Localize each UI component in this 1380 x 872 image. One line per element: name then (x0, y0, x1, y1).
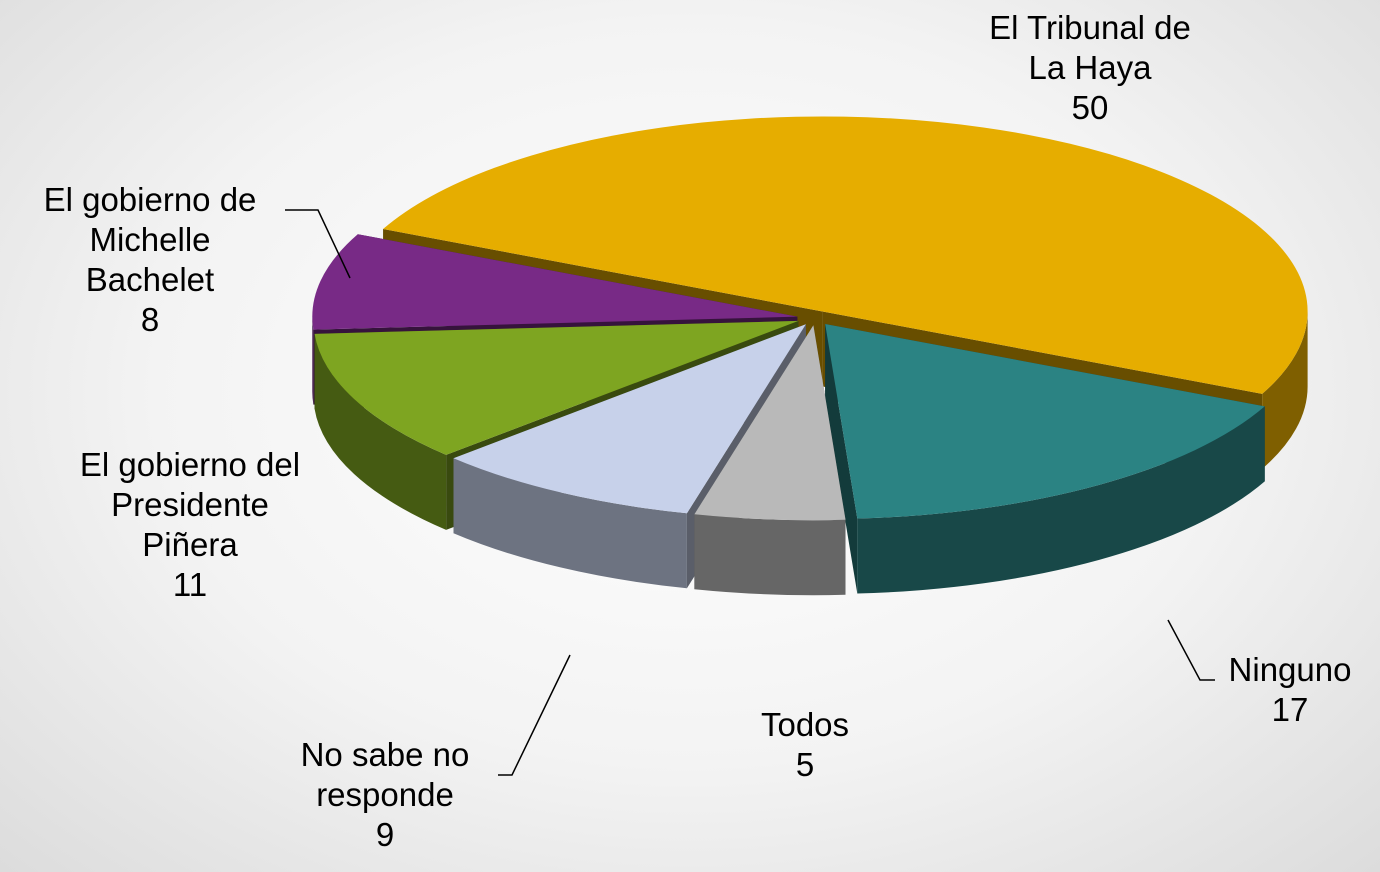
value-label: 8 (140, 301, 160, 338)
data-label: No sabe no responde 9 (301, 735, 470, 855)
data-label: Todos 5 (761, 705, 849, 785)
data-label: El Tribunal de La Haya 50 (989, 8, 1191, 128)
data-label: El gobierno de Michelle Bachelet 8 (44, 180, 257, 340)
value-label: 50 (1071, 89, 1109, 126)
slice-cut-face (825, 323, 858, 594)
data-label: El gobierno del Presidente Piñera 11 (80, 445, 300, 605)
value-label: 17 (1271, 691, 1309, 728)
slice-top (825, 323, 1265, 519)
slice-top (694, 325, 846, 521)
slice (694, 325, 846, 596)
slice-side (1262, 311, 1308, 469)
slice-top (383, 116, 1308, 394)
category-label: Todos (760, 706, 850, 743)
slice (825, 323, 1265, 594)
category-label: El gobierno del Presidente Piñera (79, 446, 301, 563)
slice-side (314, 333, 447, 530)
value-label: 9 (375, 816, 395, 853)
category-label: El gobierno de Michelle Bachelet (43, 181, 257, 298)
slice-top (453, 324, 806, 514)
category-label: No sabe no responde (300, 736, 470, 813)
pie (312, 116, 1308, 596)
slice-side (453, 458, 687, 589)
leader-line (1167, 619, 1215, 681)
slice-top (314, 320, 799, 455)
value-label: 11 (172, 566, 208, 603)
slice-side (694, 514, 846, 596)
leader-line (285, 209, 351, 279)
slice-side (312, 316, 314, 405)
leader-line (498, 654, 571, 776)
category-label: Ninguno (1228, 651, 1352, 688)
slice-side (857, 406, 1265, 594)
slice-top (312, 234, 798, 330)
value-label: 5 (795, 746, 815, 783)
data-label: Ninguno 17 (1229, 650, 1352, 730)
category-label: El Tribunal de La Haya (989, 9, 1191, 86)
